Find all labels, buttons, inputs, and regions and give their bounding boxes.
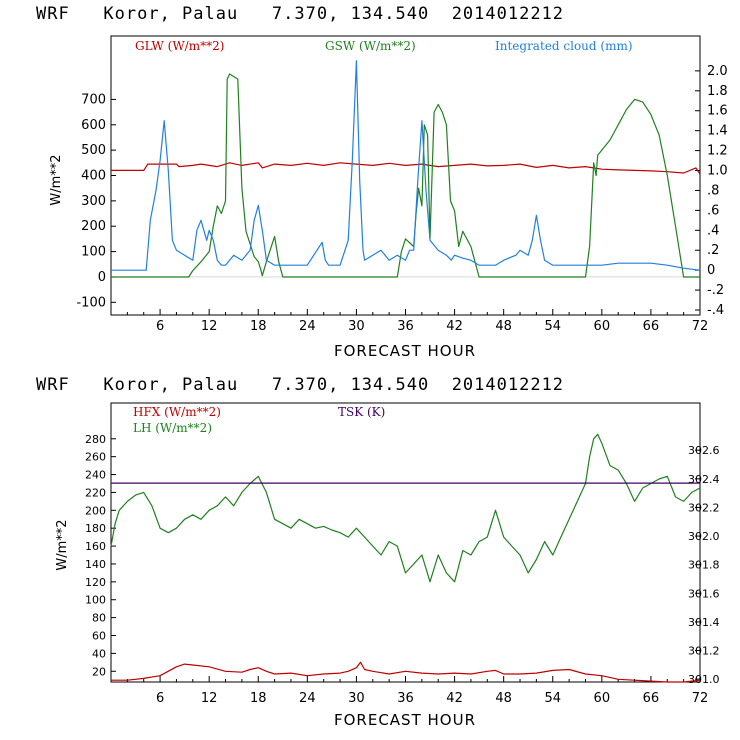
y-tick-label: 100 <box>85 594 106 607</box>
y-tick-label: -100 <box>76 295 106 310</box>
y-tick-label: 280 <box>85 433 106 446</box>
y-tick-label: 100 <box>81 245 106 260</box>
x-tick-label: 54 <box>544 691 561 706</box>
y2-tick-label: 1.8 <box>707 84 728 99</box>
x-tick-label: 66 <box>643 691 660 706</box>
y2-tick-label: 302.0 <box>688 530 720 543</box>
y2-tick-label: .2 <box>707 243 719 258</box>
upper-y-axis-label: W/m**2 <box>49 154 64 205</box>
y-tick-label: 300 <box>81 194 106 209</box>
x-tick-label: 42 <box>446 319 463 334</box>
x-tick-label: 12 <box>201 691 218 706</box>
y2-tick-label: .6 <box>707 203 719 218</box>
series-line-1 <box>110 433 701 583</box>
upper-chart-title: WRF Koror, Palau 7.370, 134.540 20140122… <box>36 4 564 24</box>
y-tick-label: 40 <box>92 647 106 660</box>
y2-tick-label: .8 <box>707 183 719 198</box>
y-tick-label: 260 <box>85 451 106 464</box>
series-line-1 <box>111 73 700 278</box>
y2-tick-label: 301.4 <box>688 616 720 629</box>
series-line-2 <box>111 60 701 271</box>
x-tick-label: 30 <box>348 319 365 334</box>
series-line-0 <box>111 661 701 683</box>
legend-gsw: GSW (W/m**2) <box>325 39 416 53</box>
x-tick-label: 48 <box>495 691 512 706</box>
legend-hfx: HFX (W/m**2) <box>133 405 221 419</box>
legend-tsk: TSK (K) <box>338 405 385 419</box>
x-tick-label: 36 <box>397 691 414 706</box>
y2-tick-label: 0 <box>707 263 715 278</box>
y2-tick-label: 302.6 <box>688 444 720 457</box>
y-tick-label: 80 <box>92 612 106 625</box>
x-tick-label: 12 <box>201 319 218 334</box>
y2-tick-label: .4 <box>707 223 719 238</box>
upper-panel: WRF Koror, Palau 7.370, 134.540 20140122… <box>36 4 728 360</box>
x-tick-label: 48 <box>495 319 512 334</box>
x-tick-label: 72 <box>692 691 709 706</box>
legend-glw: GLW (W/m**2) <box>135 39 224 53</box>
x-tick-label: 30 <box>348 691 365 706</box>
x-tick-label: 18 <box>250 691 267 706</box>
y-tick-label: 700 <box>81 92 106 107</box>
y-tick-label: 180 <box>85 522 106 535</box>
x-tick-label: 36 <box>397 319 414 334</box>
y-tick-label: 240 <box>85 469 106 482</box>
upper-x-axis-label: FORECAST HOUR <box>334 342 476 360</box>
y-tick-label: 120 <box>85 576 106 589</box>
legend-lh: LH (W/m**2) <box>133 421 212 435</box>
y-tick-label: 400 <box>81 169 106 184</box>
y-tick-label: 140 <box>85 558 106 571</box>
x-tick-label: 24 <box>299 691 316 706</box>
y-tick-label: 220 <box>85 486 106 499</box>
x-tick-label: 66 <box>643 319 660 334</box>
lower-y-axis-label: W/m**2 <box>55 519 70 570</box>
y2-tick-label: 301.0 <box>688 673 720 686</box>
y-tick-label: 60 <box>92 630 106 643</box>
x-tick-label: 6 <box>156 691 164 706</box>
x-tick-label: 72 <box>692 319 709 334</box>
y-tick-label: 200 <box>81 219 106 234</box>
y2-tick-label: 2.0 <box>707 64 728 79</box>
y-tick-label: 500 <box>81 143 106 158</box>
lower-plot-frame <box>110 402 701 683</box>
y2-tick-label: -.4 <box>707 303 724 318</box>
y2-tick-label: 302.2 <box>688 501 720 514</box>
y2-tick-label: 1.6 <box>707 104 728 119</box>
x-tick-label: 60 <box>594 319 611 334</box>
y-tick-label: 20 <box>92 665 106 678</box>
lower-x-axis-label: FORECAST HOUR <box>334 711 476 729</box>
y2-tick-label: 302.4 <box>688 473 720 486</box>
x-tick-label: 18 <box>250 319 267 334</box>
series-line-0 <box>111 162 701 175</box>
x-tick-label: 24 <box>299 319 316 334</box>
x-tick-label: 60 <box>594 691 611 706</box>
y-tick-label: 200 <box>85 504 106 517</box>
y2-tick-label: 301.8 <box>688 559 720 572</box>
y-tick-label: 600 <box>81 118 106 133</box>
upper-plot-frame <box>110 35 701 316</box>
y2-tick-label: 1.0 <box>707 164 728 179</box>
legend-cloud: Integrated cloud (mm) <box>495 39 633 53</box>
y2-tick-label: 1.2 <box>707 144 728 159</box>
y2-tick-label: 1.4 <box>707 124 728 139</box>
x-tick-label: 6 <box>156 319 164 334</box>
lower-panel: WRF Koror, Palau 7.370, 134.540 20140122… <box>36 375 720 729</box>
y2-tick-label: 301.6 <box>688 587 720 600</box>
y-tick-label: 160 <box>85 540 106 553</box>
x-tick-label: 54 <box>544 319 561 334</box>
y2-tick-label: -.2 <box>707 283 724 298</box>
y2-tick-label: 301.2 <box>688 645 720 658</box>
y-tick-label: 0 <box>98 270 106 285</box>
lower-chart-title: WRF Koror, Palau 7.370, 134.540 20140122… <box>36 375 564 395</box>
x-tick-label: 42 <box>446 691 463 706</box>
